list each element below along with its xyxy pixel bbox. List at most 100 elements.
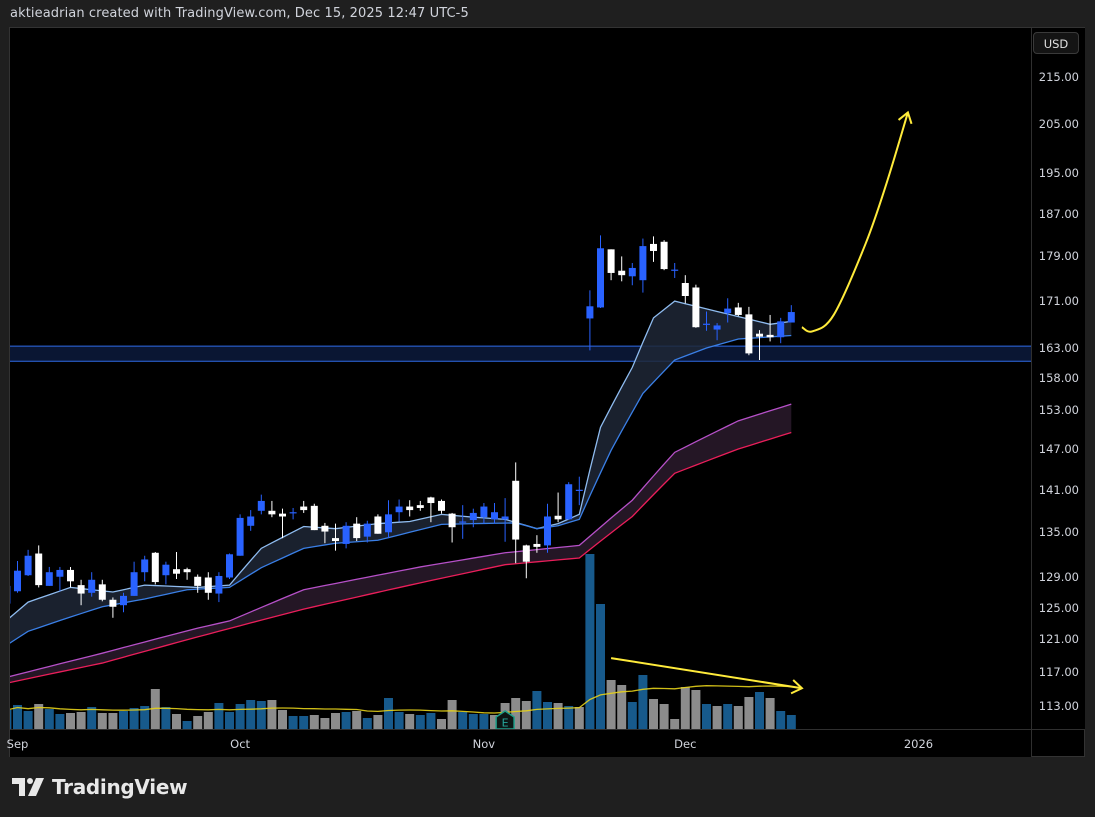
candle: [650, 236, 657, 262]
candle: [130, 561, 138, 596]
candle-body: [321, 525, 329, 532]
candle-body: [374, 516, 382, 534]
candle: [692, 284, 700, 328]
candle-body: [618, 270, 626, 276]
candle-body: [109, 599, 117, 607]
time-tick-label: Dec: [674, 737, 697, 751]
volume-bar: [596, 604, 605, 729]
earnings-badge-icon[interactable]: [495, 710, 515, 729]
candle: [194, 574, 202, 593]
candle-body: [395, 506, 403, 513]
price-axis[interactable]: 215.00 205.00 195.00 187.00 179.00 171.00 163.…: [1031, 28, 1085, 729]
fast-ema-band: [10, 300, 792, 644]
candle: [406, 500, 414, 517]
volume-bar: [34, 704, 44, 729]
price-tick-label: 163.00: [1038, 340, 1079, 355]
candle: [162, 561, 170, 585]
candle-body: [173, 569, 180, 574]
volume-trend-arrow[interactable]: [610, 657, 803, 690]
candle: [533, 535, 541, 553]
candle: [501, 498, 509, 542]
candle: [438, 499, 445, 514]
candle-body: [77, 585, 85, 594]
candle-body: [660, 241, 668, 270]
volume-bar: [10, 710, 12, 729]
earnings-marker[interactable]: E: [495, 710, 515, 729]
candle-body: [501, 516, 509, 520]
candle-body: [353, 523, 361, 539]
candle-body: [480, 506, 488, 518]
price-tick-label: 171.00: [1038, 294, 1079, 309]
time-axis[interactable]: Sep Oct Nov Dec 2026: [6, 729, 1031, 757]
volume-bar: [44, 709, 54, 729]
candle-body: [141, 559, 149, 573]
volume-bar: [150, 689, 160, 729]
candle: [639, 238, 647, 293]
volume-bar: [702, 704, 711, 729]
volume-bar: [405, 714, 415, 729]
candle: [628, 262, 636, 286]
candle-body: [98, 584, 106, 600]
axis-corner: [1031, 729, 1085, 757]
candle-body: [766, 334, 774, 338]
volume-bar: [13, 705, 22, 729]
candle: [416, 500, 424, 511]
price-tick-label: 215.00: [1038, 70, 1079, 85]
time-tick-label: Sep: [6, 737, 29, 751]
volume-moving-average: [10, 685, 792, 714]
candle-body: [554, 515, 562, 520]
candle: [120, 592, 127, 613]
candle: [575, 476, 583, 506]
tradingview-logo[interactable]: TradingView: [12, 775, 188, 799]
candle-body: [289, 512, 297, 514]
candle-body: [671, 269, 679, 271]
price-chart-pane[interactable]: E: [10, 28, 1031, 729]
volume-bar: [521, 701, 531, 729]
projection-arrowhead-icon[interactable]: [897, 110, 913, 125]
candle: [427, 496, 435, 523]
support-zone[interactable]: [10, 345, 1031, 362]
tradingview-logo-text: TradingView: [52, 775, 188, 799]
volume-bar: [479, 714, 489, 729]
candle: [56, 566, 64, 592]
candle: [14, 560, 21, 593]
volume-bar: [659, 704, 669, 729]
candle-body: [681, 283, 689, 296]
candle-body: [724, 308, 732, 314]
candle-body: [268, 510, 276, 515]
candle: [681, 275, 689, 304]
support-zone-fill[interactable]: [10, 346, 1031, 362]
volume-bar: [193, 716, 203, 729]
candle: [565, 482, 573, 521]
volume-bar: [278, 710, 287, 729]
volume-bar: [680, 687, 690, 729]
volume-bar: [320, 718, 330, 729]
volume-bar: [786, 715, 796, 729]
candle: [268, 500, 276, 518]
slow-ema-band: [10, 403, 792, 684]
volume-bar: [288, 716, 298, 729]
candle-body: [438, 500, 445, 511]
candle: [597, 235, 604, 309]
drawings[interactable]: [610, 110, 913, 695]
candle-body: [183, 569, 191, 573]
candle: [374, 514, 382, 534]
volume-trend-arrowhead-icon[interactable]: [790, 679, 804, 695]
candle-body: [692, 287, 700, 328]
candle: [713, 323, 721, 341]
candle: [109, 597, 117, 618]
candle-body: [363, 523, 371, 537]
currency-button[interactable]: USD: [1033, 32, 1079, 54]
candle-body: [565, 484, 573, 520]
volume-bar: [733, 706, 743, 729]
projection-curve[interactable]: [801, 112, 909, 333]
volume-bar: [55, 714, 65, 729]
candle-body: [35, 553, 43, 586]
tradingview-logo-icon: [12, 778, 44, 796]
price-tick-label: 117.00: [1038, 665, 1079, 680]
candle-body: [522, 545, 530, 562]
candle: [554, 492, 562, 523]
candle-body: [162, 564, 170, 576]
candle-body: [300, 506, 308, 511]
candle: [141, 555, 149, 582]
